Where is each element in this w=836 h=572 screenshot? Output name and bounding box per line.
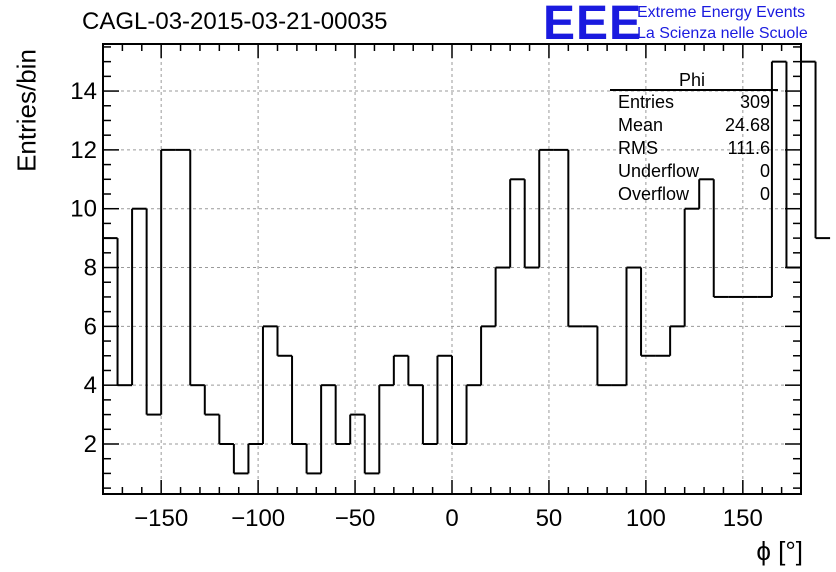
logo-line-1: Extreme Energy Events [637, 4, 806, 21]
y-tick-label: 6 [84, 313, 97, 340]
stats-name: Phi [679, 70, 706, 90]
stats-value-underflow: 0 [759, 161, 770, 181]
chart-title: CAGL-03-2015-03-21-00035 [82, 8, 388, 35]
x-tick-label: 0 [445, 505, 458, 532]
logo-line-2: La Scienza nelle Scuole [637, 25, 808, 42]
y-tick-label: 8 [84, 255, 97, 282]
y-tick-label: 2 [84, 431, 97, 458]
stats-label-entries: Entries [618, 92, 675, 112]
y-tick-label: 4 [84, 372, 97, 399]
y-tick-label: 12 [70, 137, 97, 164]
stats-value-entries: 309 [739, 92, 770, 112]
x-axis-label: ϕ [°] [756, 536, 803, 566]
x-tick-label: −50 [335, 505, 376, 532]
y-tick-label: 10 [70, 196, 97, 223]
stats-value-rms: 111.6 [727, 138, 770, 158]
stats-label-overflow: Overflow [618, 184, 690, 204]
x-tick-label: 150 [723, 505, 763, 532]
y-tick-label: 14 [70, 78, 97, 105]
stats-label-underflow: Underflow [618, 161, 700, 181]
stats-label-rms: RMS [618, 138, 658, 158]
stats-value-overflow: 0 [759, 184, 770, 204]
plot-frame [102, 43, 802, 495]
eee-logo: EEE [543, 0, 643, 50]
x-tick-label: −100 [231, 505, 285, 532]
x-tick-label: −150 [134, 505, 188, 532]
x-tick-label: 100 [626, 505, 666, 532]
stats-label-mean: Mean [618, 115, 664, 135]
stats-value-mean: 24.68 [724, 115, 770, 135]
x-tick-label: 50 [536, 505, 563, 532]
